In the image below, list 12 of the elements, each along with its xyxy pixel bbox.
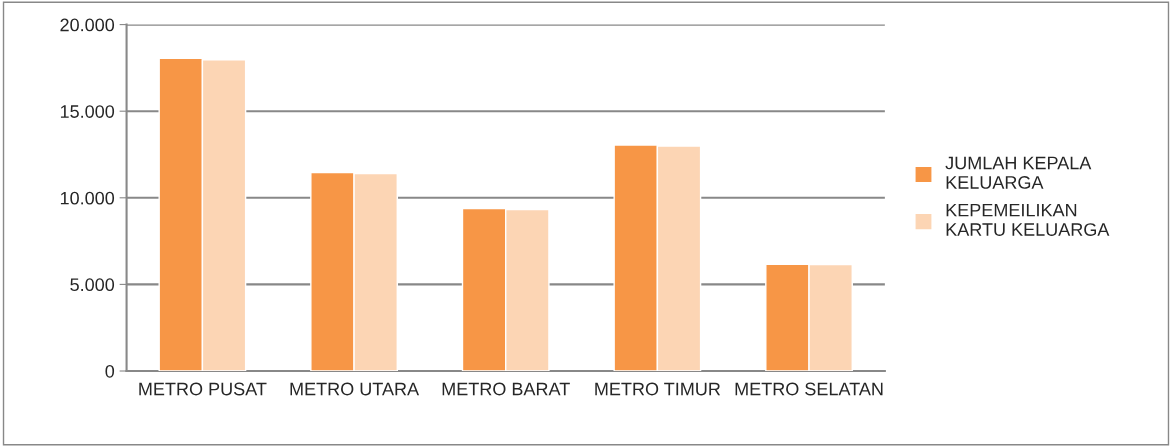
y-tick-label: 15.000 — [60, 105, 115, 118]
x-tick-label: METRO SELATAN — [735, 382, 883, 396]
y-tick-label: 10.000 — [60, 191, 115, 205]
legend-label: JUMLAH KEPALA KELUARGA — [945, 156, 1092, 189]
x-tick-label: METRO BARAT — [442, 382, 570, 396]
y-tick-label: 0 — [105, 364, 115, 378]
x-tick-label: METRO PUSAT — [139, 382, 267, 396]
legend-label: KEPEMEILIKAN KARTU KELUARGA — [946, 203, 1110, 236]
x-tick-label: METRO TIMUR — [595, 382, 721, 396]
y-tick-label: 5.000 — [70, 278, 115, 292]
y-tick-label: 20.000 — [60, 18, 115, 32]
x-tick-label: METRO UTARA — [290, 382, 420, 396]
